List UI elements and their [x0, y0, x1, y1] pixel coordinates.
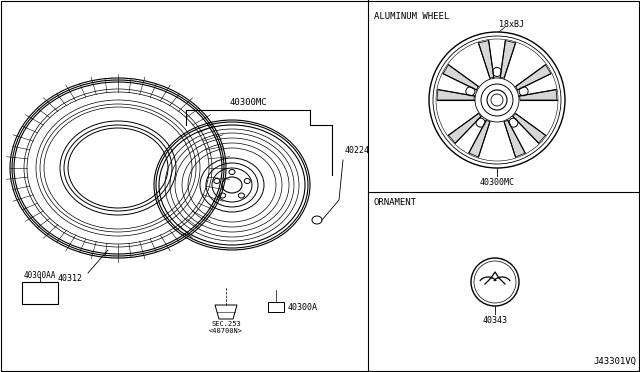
Text: SEC.253
<40700N>: SEC.253 <40700N>: [209, 321, 243, 334]
Polygon shape: [215, 305, 237, 319]
Polygon shape: [469, 120, 490, 157]
Text: 40300A: 40300A: [288, 302, 318, 311]
Text: 40224: 40224: [345, 146, 370, 155]
Polygon shape: [504, 120, 525, 157]
Bar: [268, 302, 284, 312]
Polygon shape: [500, 41, 516, 78]
Text: J43301VQ: J43301VQ: [593, 357, 636, 366]
Text: 18xBJ: 18xBJ: [499, 20, 525, 29]
Text: ORNAMENT: ORNAMENT: [374, 198, 417, 207]
Polygon shape: [479, 41, 494, 78]
Text: 40343: 40343: [483, 316, 508, 325]
Bar: [22, 282, 58, 304]
Text: 40300MC: 40300MC: [229, 98, 267, 107]
Polygon shape: [443, 65, 478, 90]
Polygon shape: [513, 113, 545, 143]
Polygon shape: [520, 90, 557, 100]
Text: 40300MC: 40300MC: [479, 178, 515, 187]
Text: 40300AA: 40300AA: [24, 271, 56, 280]
Polygon shape: [449, 113, 481, 143]
Polygon shape: [516, 65, 551, 90]
Text: 40312: 40312: [58, 274, 83, 283]
Polygon shape: [437, 90, 474, 100]
Text: ALUMINUM WHEEL: ALUMINUM WHEEL: [374, 12, 449, 21]
